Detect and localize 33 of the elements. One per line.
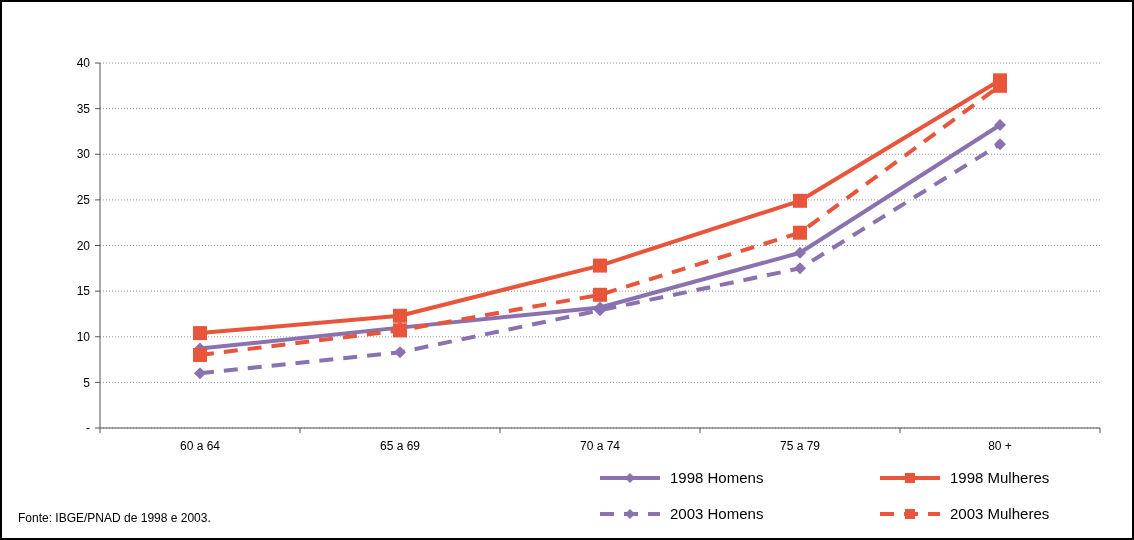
x-tick-label: 65 a 69 <box>379 439 421 453</box>
legend-label: 1998 Homens <box>670 469 764 487</box>
point <box>794 262 806 275</box>
y-tick-label: 30 <box>76 147 91 162</box>
y-tick-label: 20 <box>76 238 91 253</box>
x-tick-label: 60 a 64 <box>179 439 221 453</box>
legend-label: 2003 Homens <box>670 505 764 523</box>
point <box>794 246 806 259</box>
point <box>393 323 407 338</box>
point <box>593 258 607 273</box>
point <box>393 308 407 323</box>
y-tick-label: 10 <box>76 329 91 344</box>
x-tick-label: 80 + <box>988 439 1012 453</box>
y-tick-label: 5 <box>83 375 91 390</box>
source-note: Fonte: IBGE/PNAD de 1998 e 2003. <box>18 511 211 525</box>
point <box>994 138 1006 151</box>
point <box>994 119 1006 132</box>
y-tick-label: - <box>86 421 90 436</box>
point <box>593 287 607 302</box>
y-tick-label: 15 <box>76 284 91 299</box>
y-tick-label: 40 <box>76 56 91 71</box>
point <box>193 326 207 341</box>
point <box>194 367 206 380</box>
legend-label: 1998 Mulheres <box>950 469 1050 487</box>
legend-label: 2003 Mulheres <box>950 505 1050 523</box>
x-tick-label: 70 a 74 <box>579 439 621 453</box>
point <box>193 348 207 362</box>
x-tick-label: 75 a 79 <box>779 439 821 453</box>
y-tick-label: 25 <box>76 193 91 208</box>
y-tick-label: 35 <box>76 101 91 116</box>
point <box>793 225 807 240</box>
point <box>394 346 406 359</box>
point <box>793 193 807 208</box>
